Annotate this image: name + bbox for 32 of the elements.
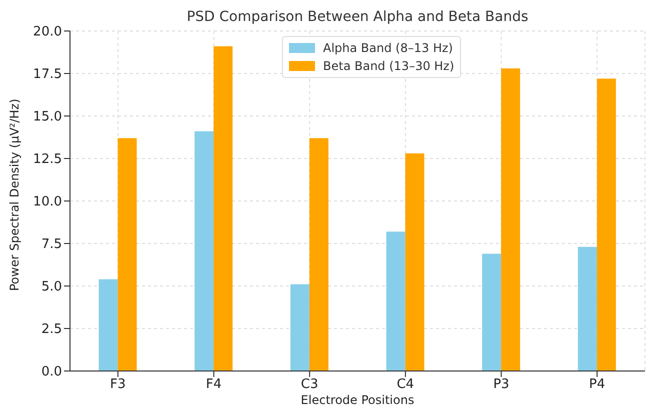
bar [194,131,214,371]
bar [596,78,616,371]
x-tick-label: P4 [589,377,606,392]
legend-label: Alpha Band (8–13 Hz) [323,41,453,55]
x-axis-title: Electrode Positions [300,393,414,406]
y-tick-label: 12.5 [33,152,62,168]
y-tick-label: 10.0 [33,194,62,210]
y-axis-title: Power Spectral Density (µV²/Hz) [7,98,22,291]
y-tick-label: 0.0 [41,364,62,380]
y-tick-label: 2.5 [41,322,62,338]
bar [482,254,502,371]
y-tick-label: 15.0 [33,110,62,125]
bar [386,232,406,371]
bar [309,138,328,371]
y-tick-label: 7.5 [41,237,62,252]
y-tick-label: 5.0 [41,280,62,295]
bar [578,246,597,371]
x-tick-label: C3 [300,377,318,392]
x-tick-label: F4 [206,377,222,392]
bar [118,138,137,371]
bar [405,153,424,371]
bar [214,46,233,371]
bar [98,279,118,371]
y-tick-label: 17.5 [33,67,62,82]
bar [501,68,520,371]
bar [290,284,310,371]
x-tick-label: C4 [396,377,414,392]
chart-title: PSD Comparison Between Alpha and Beta Bands [186,9,530,25]
legend-label: Beta Band (13–30 Hz) [323,59,454,73]
y-tick-label: 20.0 [33,24,62,40]
x-tick-label: F3 [110,377,126,392]
x-tick-label: P3 [493,377,510,392]
